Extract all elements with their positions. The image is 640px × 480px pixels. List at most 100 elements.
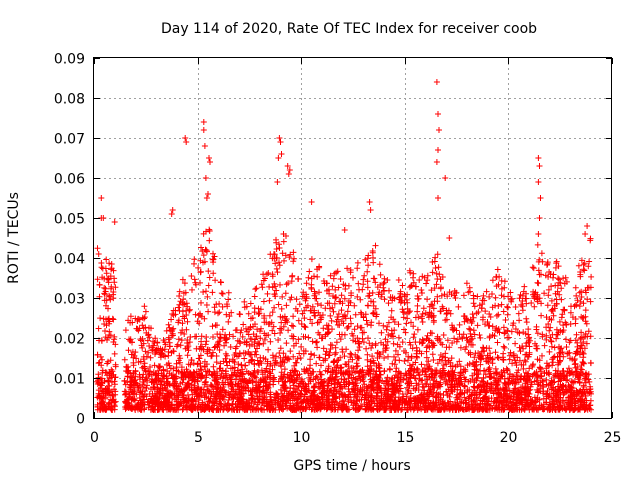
data-point <box>188 357 195 364</box>
data-point <box>584 296 591 303</box>
data-point <box>227 344 234 350</box>
data-point <box>289 272 296 279</box>
data-point <box>275 155 282 161</box>
data-point <box>543 332 550 339</box>
data-point <box>364 268 371 275</box>
data-point <box>266 297 273 304</box>
data-point <box>483 288 490 295</box>
data-point <box>296 301 303 308</box>
data-point <box>331 300 338 307</box>
data-point <box>520 329 527 336</box>
data-point <box>287 348 294 355</box>
data-point <box>183 139 190 145</box>
data-point <box>574 297 581 304</box>
data-point <box>381 296 388 303</box>
data-point <box>418 287 425 293</box>
data-point <box>106 315 112 322</box>
data-point <box>210 334 216 340</box>
data-point <box>140 353 147 360</box>
data-point <box>178 337 185 344</box>
data-point <box>546 316 553 322</box>
data-point <box>501 344 508 351</box>
data-point <box>248 315 254 322</box>
data-point <box>433 79 440 85</box>
data-point <box>332 349 339 356</box>
data-point <box>568 303 574 310</box>
data-point <box>555 361 561 368</box>
data-point <box>494 354 501 361</box>
data-point <box>98 195 105 201</box>
data-point <box>587 298 594 305</box>
data-point <box>526 334 533 341</box>
data-point <box>200 252 207 259</box>
data-point <box>320 278 327 284</box>
data-point <box>380 284 387 291</box>
data-point <box>354 335 361 342</box>
data-point <box>285 327 292 334</box>
data-point <box>329 283 336 290</box>
data-point <box>424 277 431 284</box>
data-point <box>536 271 543 278</box>
data-point <box>141 315 148 322</box>
data-point <box>449 322 455 329</box>
data-point <box>354 293 361 300</box>
data-point <box>435 147 441 153</box>
data-point <box>341 227 348 233</box>
data-point <box>259 284 266 291</box>
data-point <box>470 327 477 334</box>
data-point <box>423 280 430 287</box>
data-point <box>180 290 187 297</box>
data-point <box>407 394 414 401</box>
data-point <box>416 277 423 283</box>
data-point <box>423 348 430 355</box>
data-point <box>364 321 371 328</box>
data-point <box>155 363 162 370</box>
data-point <box>209 289 216 296</box>
data-point <box>361 272 368 279</box>
data-point <box>200 119 207 125</box>
data-point <box>258 281 265 288</box>
data-point <box>273 287 280 294</box>
data-point <box>370 275 377 282</box>
data-point <box>214 331 221 338</box>
data-point <box>273 353 280 360</box>
data-point <box>327 312 334 319</box>
data-point <box>138 337 145 344</box>
data-point <box>519 298 526 304</box>
data-point <box>357 296 364 303</box>
data-point <box>462 346 469 353</box>
data-point <box>381 367 388 374</box>
data-point <box>539 258 546 265</box>
data-point <box>207 159 213 165</box>
data-point <box>344 325 351 331</box>
data-point <box>365 262 372 269</box>
data-point <box>225 318 232 325</box>
data-point <box>582 313 589 320</box>
data-point <box>360 339 367 346</box>
data-point <box>211 309 218 316</box>
data-point <box>378 329 385 336</box>
data-point <box>494 266 501 273</box>
data-point <box>287 385 294 392</box>
data-point <box>186 339 193 346</box>
data-point <box>436 356 443 363</box>
x-tick-label: 5 <box>194 430 203 446</box>
data-point <box>510 320 517 327</box>
data-point <box>312 312 319 319</box>
data-point <box>209 323 216 330</box>
data-point <box>282 290 289 297</box>
data-point <box>368 345 375 351</box>
data-point <box>519 307 526 314</box>
data-point <box>401 326 407 333</box>
data-point <box>526 343 533 350</box>
data-point <box>275 337 282 343</box>
data-point <box>350 274 356 281</box>
data-point <box>241 355 248 362</box>
data-point <box>455 303 462 310</box>
data-point <box>419 290 425 296</box>
data-point <box>314 319 321 326</box>
data-point <box>253 285 260 292</box>
data-point <box>354 265 361 272</box>
data-point <box>475 309 482 315</box>
data-point <box>187 334 194 340</box>
